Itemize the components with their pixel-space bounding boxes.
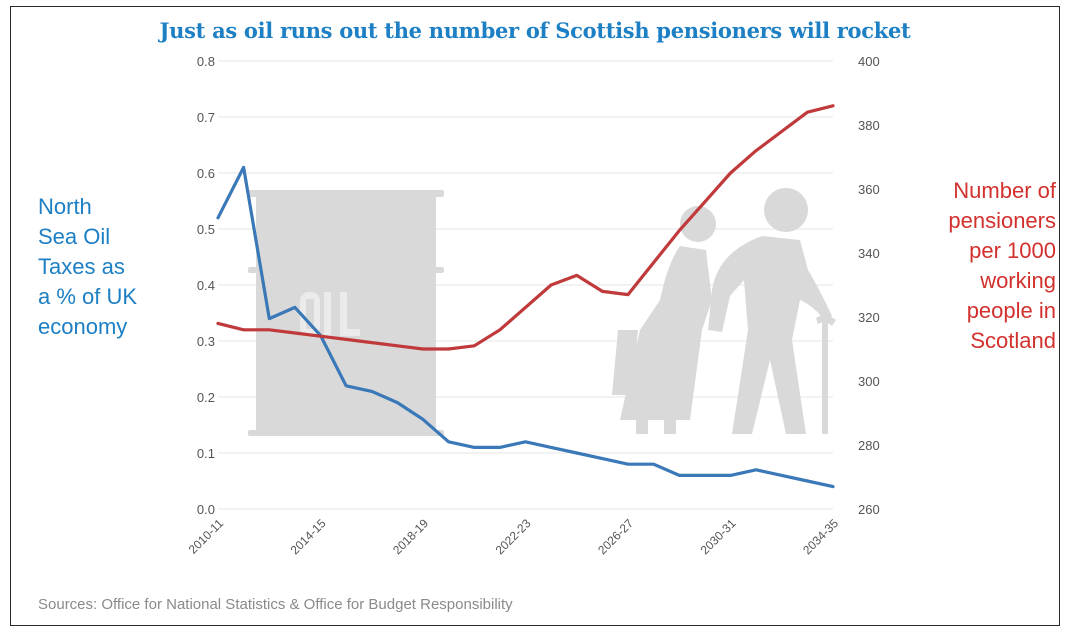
left-tick-label: 0.8 (197, 54, 215, 69)
x-tick-label: 2018-19 (390, 516, 431, 557)
pensioners-line (216, 104, 835, 351)
oil-barrel-illustration (248, 190, 444, 436)
left-axis-label-line: Taxes as (38, 254, 125, 279)
left-axis-label-line: North (38, 194, 92, 219)
right-tick-label: 360 (858, 182, 880, 197)
pensioners-illustration (612, 188, 836, 434)
x-tick-label: 2026-27 (595, 516, 636, 557)
gridlines (218, 60, 833, 510)
right-axis-label-line: people in (966, 298, 1056, 323)
right-tick-label: 320 (858, 310, 880, 325)
left-tick-label: 0.0 (197, 502, 215, 517)
left-axis-label-line: economy (38, 314, 128, 339)
left-tick-label: 0.2 (197, 390, 215, 405)
right-axis-label-line: pensioners (948, 208, 1056, 233)
left-tick-label: 0.3 (197, 334, 215, 349)
x-tick-label: 2022-23 (493, 516, 534, 557)
x-tick-label: 2030-31 (698, 516, 739, 557)
left-axis-label: North Sea Oil Taxes as a % of UK economy (38, 192, 168, 342)
right-axis-label-line: working (980, 268, 1056, 293)
right-axis-label: Number of pensioners per 1000 working pe… (910, 176, 1056, 356)
left-tick-label: 0.7 (197, 110, 215, 125)
right-axis-label-line: Scotland (970, 328, 1056, 353)
sources-note: Sources: Office for National Statistics … (38, 596, 513, 613)
left-tick-label: 0.5 (197, 222, 215, 237)
right-tick-label: 260 (858, 502, 880, 517)
x-tick-label: 2010-11 (186, 516, 227, 557)
left-tick-label: 0.4 (197, 278, 215, 293)
left-axis-label-line: Sea Oil (38, 224, 111, 249)
right-tick-label: 400 (858, 54, 880, 69)
right-tick-label: 300 (858, 374, 880, 389)
chart-title: Just as oil runs out the number of Scott… (159, 18, 911, 43)
right-tick-label: 380 (858, 118, 880, 133)
right-tick-label: 280 (858, 438, 880, 453)
x-tick-label: 2014-15 (288, 516, 329, 557)
right-tick-label: 340 (858, 246, 880, 261)
right-axis-label-line: Number of (953, 178, 1056, 203)
right-axis-label-line: per 1000 (969, 238, 1056, 263)
left-tick-label: 0.6 (197, 166, 215, 181)
chart-frame (10, 6, 1060, 626)
x-tick-label: 2034-35 (800, 516, 841, 557)
left-tick-label: 0.1 (197, 446, 215, 461)
left-axis-label-line: a % of UK (38, 284, 138, 309)
